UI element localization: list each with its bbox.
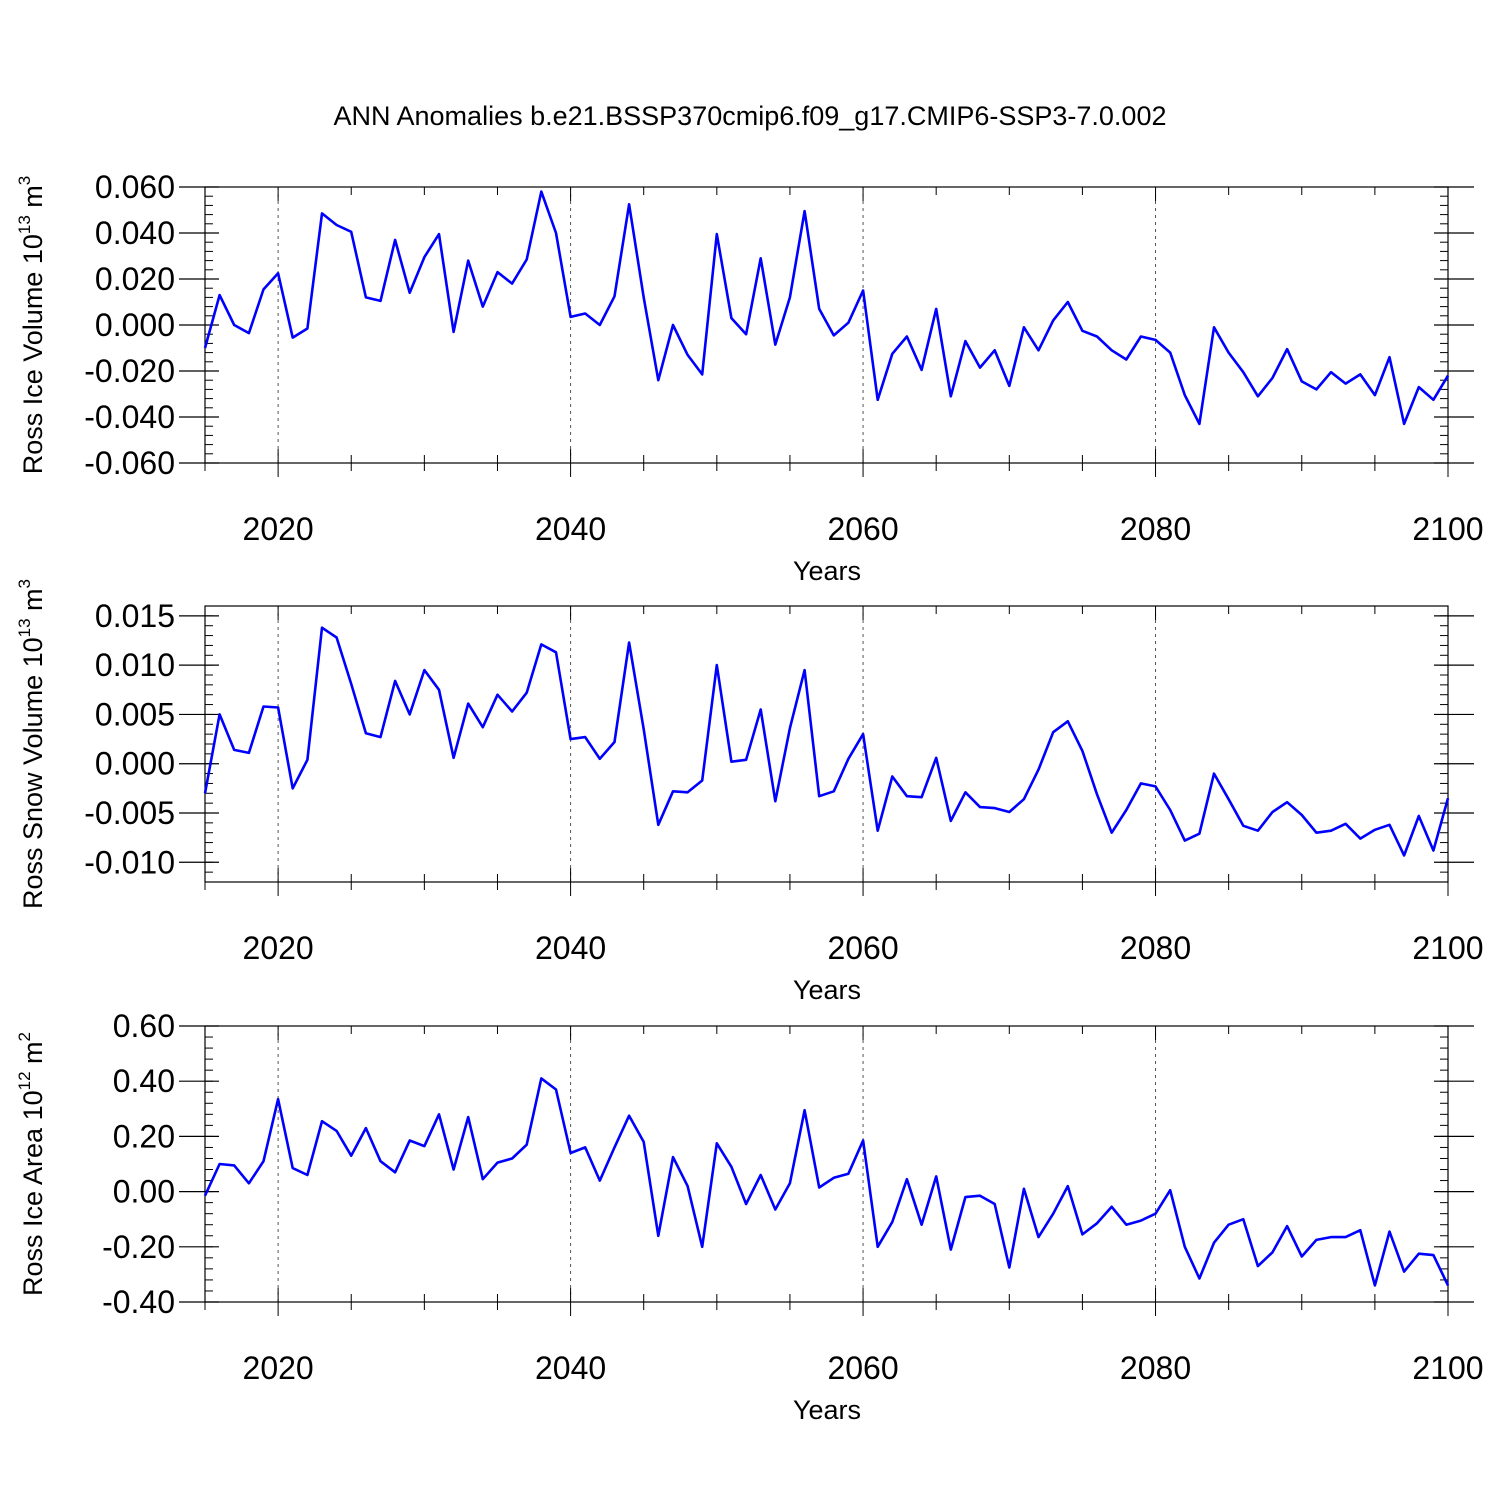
y-tick-label: -0.010 [84,844,175,880]
y-tick-label: 0.005 [95,696,175,732]
y-tick-label: 0.20 [113,1118,175,1154]
y-axis-title: Ross Ice Area 1012 m2 [15,1032,48,1296]
series-line [203,626,1450,857]
y-axis-title-exponent: 13 [15,215,34,234]
x-tick-label: 2080 [1120,511,1191,547]
x-tick-label: 2020 [243,1350,314,1386]
y-axis-title-exponent: 13 [15,618,34,637]
panel-3: 0.60 0.40 0.20 0.00 -0.20 -0.40 2020 2040 2060 20… [15,1008,1484,1425]
plot-frame [204,186,1449,464]
y-tick-label: 0.040 [95,215,175,251]
x-tick-label: 2100 [1412,930,1483,966]
x-tick-label: 2040 [535,930,606,966]
x-tick-label: 2060 [827,930,898,966]
y-tick-label: 0.060 [95,169,175,205]
y-tick-label: -0.40 [102,1284,175,1320]
y-tick-label: -0.060 [84,445,175,481]
y-axis-title-text: Ross Ice Volume 10 [18,234,48,474]
y-tick-label: 0.015 [95,598,175,634]
x-tick-label: 2080 [1120,930,1191,966]
y-tick-label: -0.20 [102,1229,175,1265]
x-axis-title: Years [793,975,861,1005]
y-axis-title-unit: m [18,1041,48,1071]
x-tick-label: 2020 [243,511,314,547]
x-tick-label: 2060 [827,1350,898,1386]
x-tick-label: 2080 [1120,1350,1191,1386]
y-axis-title: Ross Snow Volume 1013 m3 [15,579,48,909]
y-axis-title-unit-exponent: 3 [15,579,34,588]
y-tick-label: 0.020 [95,261,175,297]
y-axis-title-unit: m [18,588,48,618]
y-tick-label: -0.040 [84,399,175,435]
x-tick-label: 2040 [535,1350,606,1386]
x-tick-label: 2060 [827,511,898,547]
figure-title: ANN Anomalies b.e21.BSSP370cmip6.f09_g17… [334,101,1167,131]
plot-frame [204,605,1449,883]
x-axis-title: Years [793,556,861,586]
y-tick-label: 0.000 [95,746,175,782]
y-tick-label: -0.020 [84,353,175,389]
x-axis-title: Years [793,1395,861,1425]
y-axis-title-text: Ross Ice Area 10 [18,1090,48,1296]
panel-1: 0.060 0.040 0.020 0.000 -0.020 -0.040 -0.060 20… [15,169,1484,586]
y-tick-label: -0.005 [84,795,175,831]
panel-2: 0.015 0.010 0.005 0.000 -0.005 -0.010 2020 2040… [15,579,1484,1005]
y-tick-label: 0.010 [95,647,175,683]
y-tick-label: 0.40 [113,1063,175,1099]
y-tick-label: 0.60 [113,1008,175,1044]
y-axis-title-unit-exponent: 2 [15,1032,34,1041]
y-tick-label: 0.000 [95,307,175,343]
series-line [203,1077,1450,1287]
x-tick-label: 2100 [1412,1350,1483,1386]
plot-frame [204,1025,1449,1303]
x-tick-label: 2100 [1412,511,1483,547]
x-tick-label: 2020 [243,930,314,966]
y-axis-title-text: Ross Snow Volume 10 [18,637,48,909]
y-axis-title-unit: m [18,185,48,215]
y-axis-title: Ross Ice Volume 1013 m3 [15,176,48,475]
y-tick-label: 0.00 [113,1174,175,1210]
series-line [203,190,1450,426]
y-axis-title-unit-exponent: 3 [15,176,34,185]
y-axis-title-exponent: 12 [15,1071,34,1090]
x-tick-label: 2040 [535,511,606,547]
